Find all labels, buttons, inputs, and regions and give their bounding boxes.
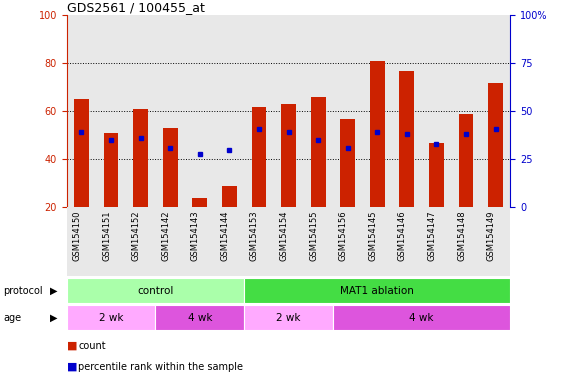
Bar <box>104 133 118 207</box>
Text: GSM154142: GSM154142 <box>161 211 171 262</box>
Text: age: age <box>3 313 21 323</box>
Bar <box>67 305 155 330</box>
Text: GSM154155: GSM154155 <box>309 211 318 262</box>
Text: count: count <box>78 341 106 351</box>
Text: GSM154149: GSM154149 <box>487 211 495 262</box>
Bar <box>340 119 355 207</box>
Text: GSM154151: GSM154151 <box>102 211 111 262</box>
Text: GSM154147: GSM154147 <box>427 211 436 262</box>
Bar <box>459 114 473 207</box>
Text: GSM154143: GSM154143 <box>191 211 200 262</box>
Text: ▶: ▶ <box>50 313 57 323</box>
Text: GSM154152: GSM154152 <box>132 211 140 262</box>
Bar <box>281 104 296 207</box>
Bar <box>74 99 89 207</box>
Text: 2 wk: 2 wk <box>99 313 124 323</box>
Text: GSM154145: GSM154145 <box>368 211 377 262</box>
Text: percentile rank within the sample: percentile rank within the sample <box>78 362 243 372</box>
Bar <box>400 71 414 207</box>
Bar <box>429 142 444 207</box>
Text: ■: ■ <box>67 362 77 372</box>
Text: GSM154146: GSM154146 <box>398 211 407 262</box>
Bar <box>311 97 325 207</box>
Text: 2 wk: 2 wk <box>276 313 301 323</box>
Text: 4 wk: 4 wk <box>187 313 212 323</box>
Bar <box>252 107 266 207</box>
Bar <box>370 61 385 207</box>
Bar <box>333 305 510 330</box>
Text: GSM154153: GSM154153 <box>250 211 259 262</box>
Bar <box>163 128 177 207</box>
Text: ■: ■ <box>67 341 77 351</box>
Bar <box>133 109 148 207</box>
Text: GDS2561 / 100455_at: GDS2561 / 100455_at <box>67 1 205 14</box>
Bar <box>222 186 237 207</box>
Text: GSM154144: GSM154144 <box>220 211 229 262</box>
Text: GSM154148: GSM154148 <box>457 211 466 262</box>
Text: GSM154154: GSM154154 <box>280 211 289 262</box>
Text: control: control <box>137 286 173 296</box>
Text: ▶: ▶ <box>50 286 57 296</box>
Bar <box>155 305 244 330</box>
Text: GSM154150: GSM154150 <box>72 211 81 262</box>
Bar <box>488 83 503 207</box>
Bar <box>244 305 333 330</box>
Bar <box>193 198 207 207</box>
Text: GSM154156: GSM154156 <box>339 211 347 262</box>
Text: 4 wk: 4 wk <box>409 313 434 323</box>
Text: protocol: protocol <box>3 286 42 296</box>
Bar <box>67 278 244 303</box>
Text: MAT1 ablation: MAT1 ablation <box>340 286 414 296</box>
Bar <box>244 278 510 303</box>
